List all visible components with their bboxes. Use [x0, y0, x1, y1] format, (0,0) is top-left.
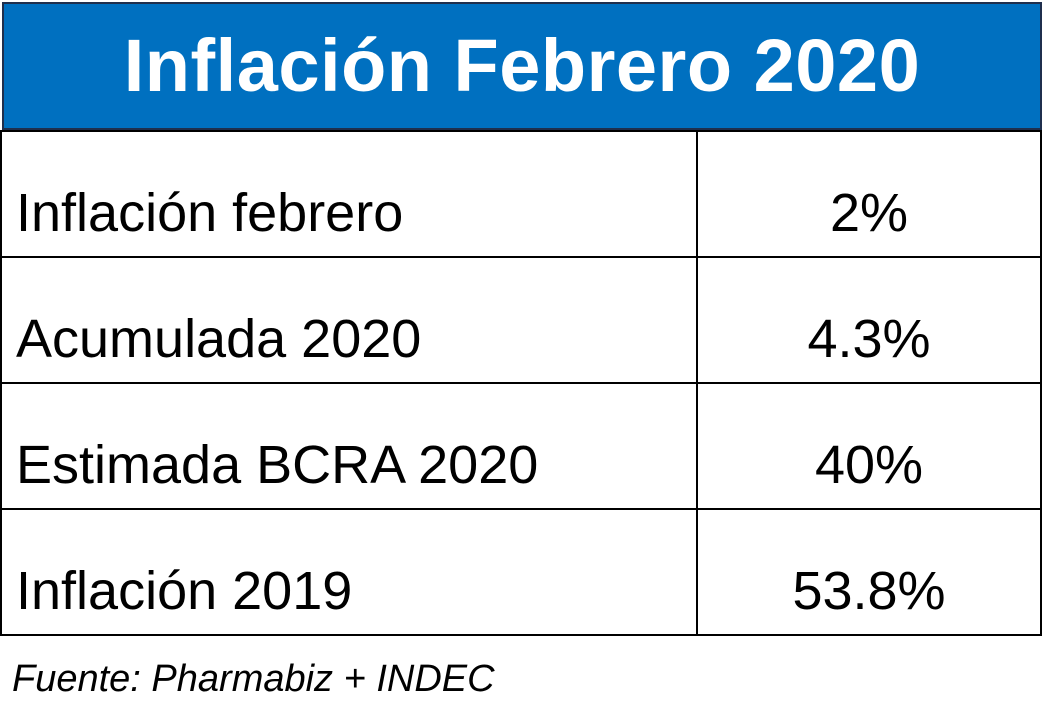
row-label: Estimada BCRA 2020	[0, 382, 698, 510]
row-value: 53.8%	[696, 508, 1042, 636]
row-label: Acumulada 2020	[0, 256, 698, 384]
row-value: 2%	[696, 130, 1042, 258]
row-value: 40%	[696, 382, 1042, 510]
table-row: Estimada BCRA 2020 40%	[0, 382, 1042, 510]
row-label: Inflación 2019	[0, 508, 698, 636]
source-note: Fuente: Pharmabiz + INDEC	[12, 658, 495, 700]
page-title: Inflación Febrero 2020	[123, 24, 921, 107]
inflation-table: Inflación febrero 2% Acumulada 2020 4.3%…	[0, 130, 1042, 636]
table-row: Inflación 2019 53.8%	[0, 508, 1042, 636]
table-row: Acumulada 2020 4.3%	[0, 256, 1042, 384]
row-label: Inflación febrero	[0, 130, 698, 258]
row-value: 4.3%	[696, 256, 1042, 384]
title-banner: Inflación Febrero 2020	[2, 2, 1042, 130]
table-row: Inflación febrero 2%	[0, 130, 1042, 258]
